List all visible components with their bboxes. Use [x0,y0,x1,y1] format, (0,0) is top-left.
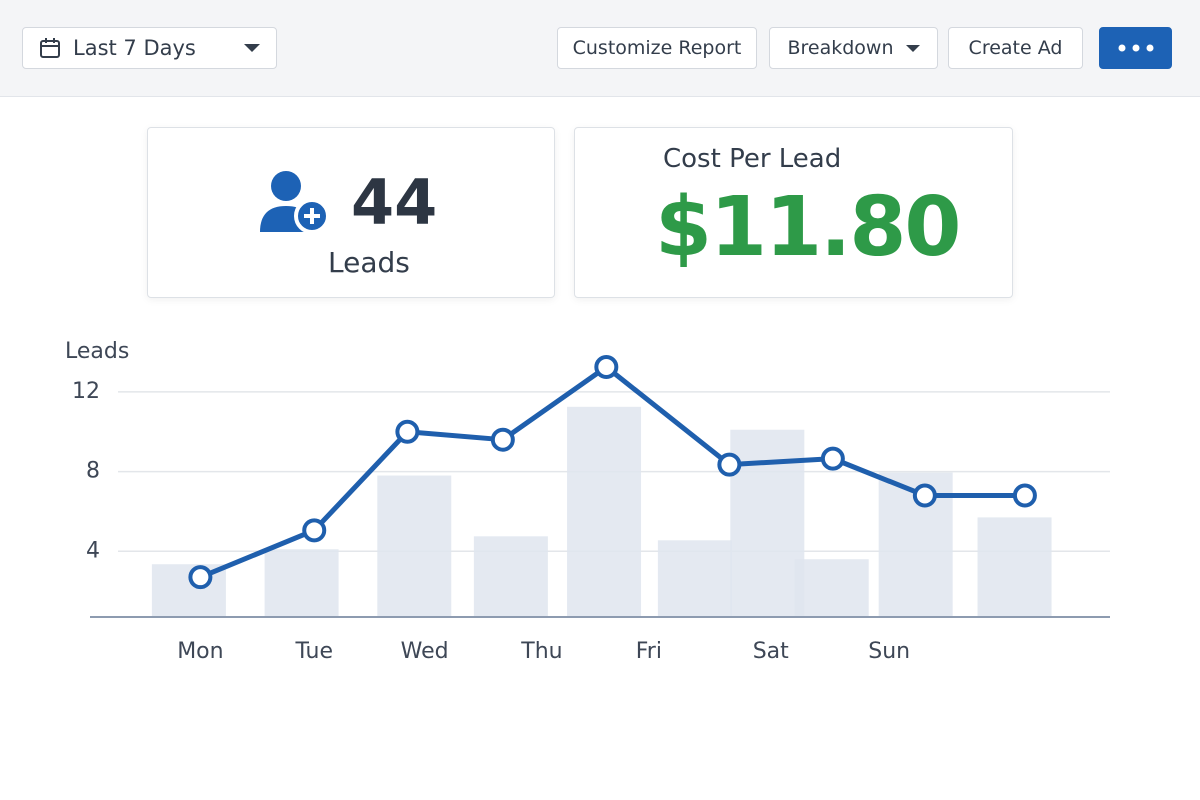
caret [905,44,920,52]
leads-label: Leads [328,246,410,279]
leads-value: 44 [351,166,438,239]
button-label: Create Ad [968,37,1063,59]
x-tick-label: Thu [520,639,562,664]
create-ad-button[interactable]: Create Ad [948,27,1083,69]
bar [794,559,869,617]
point [717,452,742,477]
calendar-icon [40,38,60,58]
leads-card: 44 Leads [147,127,555,298]
y-tick-label: 4 [86,538,100,563]
cost-label: Cost Per Lead [663,144,842,174]
y-tick-label: 12 [72,379,100,404]
line [199,364,1025,580]
x-tick-label: Mon [177,639,223,664]
x-tick-label: Tue [294,639,333,664]
x-tick-label: Fri [636,639,662,664]
breakdown-button[interactable]: Breakdown [769,27,938,69]
y-tick-label: 8 [86,459,100,484]
y-axis-label: Leads [65,339,129,364]
bar [730,429,805,617]
point [1012,483,1037,508]
toolbar: Last 7 Days Customize Report Breakdown C… [0,0,1200,97]
date-range-dropdown[interactable]: Last 7 Days [22,27,277,69]
button-label: Customize Report [572,37,742,59]
point [912,483,937,508]
point [302,518,327,543]
cost-card: Cost Per Lead $11.80 [574,127,1013,298]
more-icon [1118,44,1153,52]
bar [264,549,339,617]
more-button[interactable] [1099,27,1172,69]
button-label: Breakdown [787,37,894,59]
date-range-label: Last 7 Days [73,36,196,60]
bar [473,536,548,617]
point [490,427,515,452]
caret [244,44,260,52]
x-tick-label: Sat [753,639,789,664]
point [820,446,845,471]
bar [567,406,642,617]
bar [657,540,732,617]
x-tick-label: Wed [401,639,449,664]
bar [977,517,1052,617]
point [395,419,420,444]
point [594,354,619,379]
x-tick-label: Sun [868,639,910,664]
bar [151,564,226,617]
bar [377,475,452,617]
point [188,565,213,590]
user-add-icon [260,171,330,234]
customize-report-button[interactable]: Customize Report [557,27,757,69]
cost-value: $11.80 [655,180,961,275]
bar [878,472,953,617]
